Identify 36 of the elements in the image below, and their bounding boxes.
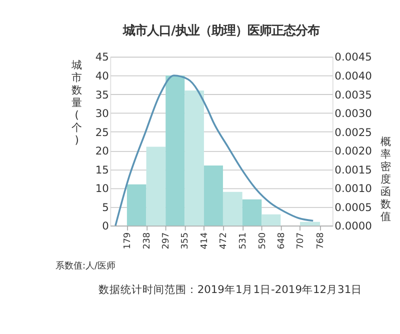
y-tick-label: 5 (102, 200, 109, 214)
y-tick-label: 30 (95, 107, 110, 120)
y2-tick-label: 0.0025 (334, 126, 372, 139)
y2-axis-title: 概率密度函数值 (380, 135, 392, 223)
x-tick-label: 355 (180, 232, 191, 250)
y2-tick-label: 0.0045 (334, 50, 372, 64)
y2-tick-label: 0.0005 (334, 200, 372, 214)
x-tick-label: 414 (200, 232, 210, 250)
x-tick-label: 238 (142, 232, 152, 250)
x-tick-label: 768 (316, 232, 326, 250)
x-tick-label: 179 (123, 232, 134, 250)
y2-tick-label: 0.0040 (334, 69, 372, 82)
x-axis-title: 系数值:人/医师 (56, 260, 116, 272)
chart-title: 城市人口/执业（助理）医师正态分布 (122, 22, 320, 38)
y-tick-label: 25 (95, 126, 109, 139)
y2-tick-label: 0.0010 (334, 182, 372, 196)
x-tick-label: 531 (238, 232, 248, 250)
y-tick-label: 45 (95, 50, 109, 64)
y-tick-label: 0 (102, 220, 110, 233)
y2-tick-label: 0.0000 (334, 220, 372, 233)
y-tick-label: 15 (95, 163, 109, 176)
y2-tick-label: 0.0020 (334, 144, 372, 158)
x-tick-label: 297 (162, 232, 172, 250)
y2-tick-label: 0.0035 (334, 88, 372, 102)
text: 数据统计时间范围：2019年1月1日-2019年12月31日 (98, 283, 362, 296)
y-tick-label: 10 (95, 182, 110, 196)
y-tick-label: 20 (95, 144, 110, 158)
x-tick-label: 707 (296, 232, 306, 250)
x-tick-label: 590 (258, 232, 268, 250)
y-tick-label: 35 (95, 88, 109, 102)
x-tick-label: 648 (276, 232, 287, 250)
x-tick-label: 472 (219, 232, 230, 250)
y-axis-title: 城市数量(个) (70, 58, 82, 146)
y2-tick-label: 0.0015 (334, 163, 372, 176)
y-tick-label: 40 (95, 69, 110, 82)
y2-tick-label: 0.0030 (334, 107, 372, 120)
